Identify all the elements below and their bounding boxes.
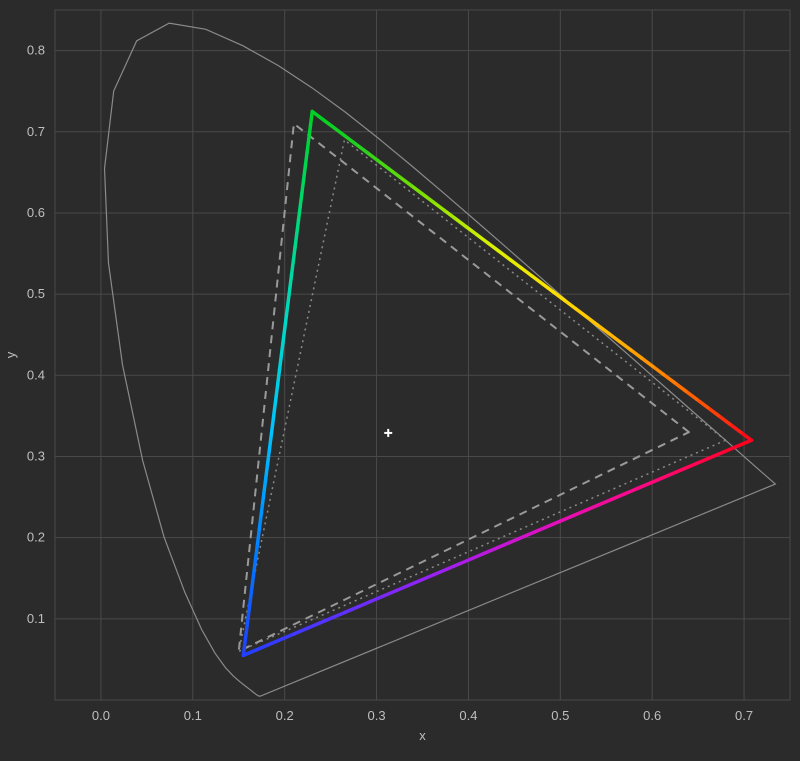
gamut-edge-gb (274, 397, 276, 411)
gamut-edge-gb (280, 356, 282, 370)
gamut-edge-gb (304, 166, 306, 180)
gamut-edge-gb (297, 220, 299, 234)
gamut-edge-gb (271, 424, 273, 438)
gamut-edge-gb (269, 438, 271, 452)
chromaticity-chart: 0.0 0.1 0.2 0.3 0.4 0.5 0.6 0.7 0.1 0.2 0.3 0.4 0.5 0… (0, 0, 800, 761)
gamut-edge-gb (267, 451, 269, 465)
gamut-edge-gb (276, 383, 278, 397)
x-tick-label: 0.0 (92, 708, 110, 723)
gamut-edge-gb (300, 193, 302, 207)
gamut-edge-gb (249, 601, 251, 615)
gamut-edge-gb (278, 370, 280, 384)
gamut-edge-gb (288, 288, 290, 302)
gamut-edge-gb (305, 152, 307, 166)
gamut-edge-gb (298, 207, 300, 221)
x-tick-label: 0.4 (459, 708, 477, 723)
y-axis-label: y (3, 351, 18, 358)
gamut-edge-gb (266, 465, 268, 479)
x-tick-label: 0.1 (184, 708, 202, 723)
y-tick-label: 0.6 (27, 205, 45, 220)
x-tick-label: 0.5 (551, 708, 569, 723)
gamut-edge-gb (273, 411, 275, 425)
x-axis-label: x (419, 728, 426, 743)
gamut-edge-gb (259, 519, 261, 533)
y-tick-label: 0.5 (27, 286, 45, 301)
gamut-edge-gb (255, 547, 257, 561)
gamut-edge-gb (290, 275, 292, 289)
gamut-edge-gb (261, 506, 263, 520)
gamut-edge-gb (293, 247, 295, 261)
gamut-edge-gb (281, 343, 283, 357)
gamut-edge-gb (254, 560, 256, 574)
gamut-edge-gb (307, 139, 309, 153)
chart-svg: 0.0 0.1 0.2 0.3 0.4 0.5 0.6 0.7 0.1 0.2 0.3 0.4 0.5 0… (0, 0, 800, 761)
gamut-edge-gb (283, 329, 285, 343)
gamut-edge-gb (247, 615, 249, 629)
y-tick-label: 0.8 (27, 43, 45, 58)
chart-background (0, 0, 800, 761)
x-tick-label: 0.3 (368, 708, 386, 723)
gamut-edge-gb (302, 179, 304, 193)
gamut-edge-gb (257, 533, 259, 547)
gamut-edge-gb (295, 234, 297, 248)
gamut-edge-gb (262, 492, 264, 506)
gamut-edge-gb (264, 479, 266, 493)
x-tick-label: 0.2 (276, 708, 294, 723)
x-tick-label: 0.7 (735, 708, 753, 723)
gamut-edge-gb (245, 628, 247, 642)
y-tick-label: 0.3 (27, 448, 45, 463)
gamut-edge-gb (252, 574, 254, 588)
y-tick-label: 0.1 (27, 611, 45, 626)
gamut-edge-gb (311, 111, 313, 125)
x-tick-label: 0.6 (643, 708, 661, 723)
gamut-edge-gb (292, 261, 294, 275)
gamut-edge-gb (250, 587, 252, 601)
gamut-edge-gb (285, 315, 287, 329)
y-tick-label: 0.7 (27, 124, 45, 139)
y-tick-label: 0.2 (27, 530, 45, 545)
gamut-edge-gb (286, 302, 288, 316)
y-tick-label: 0.4 (27, 367, 45, 382)
gamut-edge-gb (309, 125, 311, 139)
